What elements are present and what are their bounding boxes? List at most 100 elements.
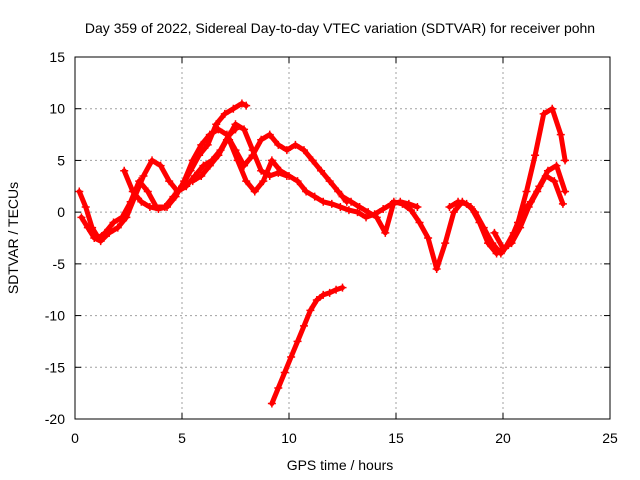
data-point xyxy=(214,151,223,160)
data-point xyxy=(120,166,129,175)
data-point xyxy=(338,192,347,201)
data-point xyxy=(105,228,114,237)
data-point xyxy=(188,177,197,186)
data-point xyxy=(325,288,334,297)
data-point xyxy=(372,213,381,222)
data-point xyxy=(338,283,347,292)
data-point xyxy=(413,202,422,211)
data-point xyxy=(265,130,274,139)
data-point xyxy=(381,228,390,237)
data-point xyxy=(541,171,550,180)
data-point xyxy=(471,208,480,217)
data-point xyxy=(347,197,356,206)
data-point xyxy=(522,187,531,196)
data-point xyxy=(242,177,251,186)
data-point xyxy=(561,156,570,165)
data-point xyxy=(353,208,362,217)
data-point xyxy=(319,290,328,299)
data-point xyxy=(139,171,148,180)
data-point xyxy=(548,104,557,113)
x-tick-label: 5 xyxy=(178,430,186,446)
data-point xyxy=(154,205,163,214)
data-point xyxy=(556,130,565,139)
data-point xyxy=(276,166,285,175)
data-point xyxy=(237,99,246,108)
data-point xyxy=(379,205,388,214)
data-point xyxy=(516,223,525,232)
x-tick-label: 15 xyxy=(388,430,404,446)
data-point xyxy=(267,156,276,165)
data-point xyxy=(137,197,146,206)
data-point xyxy=(205,161,214,170)
data-point xyxy=(287,352,296,361)
data-point xyxy=(220,109,229,118)
axis-ticks: 0 5 10 15 20 25 -20 -15 -10 -5 0 5 10 15 xyxy=(45,49,618,446)
data-point xyxy=(148,156,157,165)
data-point xyxy=(274,140,283,149)
data-point xyxy=(293,177,302,186)
data-point xyxy=(96,237,105,246)
data-point xyxy=(293,337,302,346)
data-point xyxy=(424,234,433,242)
y-tick-label: -5 xyxy=(53,256,66,272)
data-point xyxy=(280,368,289,377)
data-point xyxy=(449,208,458,217)
y-tick-label: -20 xyxy=(45,411,65,427)
data-point xyxy=(197,171,206,180)
x-tick-label: 0 xyxy=(71,430,79,446)
y-tick-label: 0 xyxy=(57,204,65,220)
data-point xyxy=(299,321,308,330)
data-point xyxy=(197,140,206,149)
data-point xyxy=(531,151,540,160)
data-point xyxy=(432,265,441,274)
data-point xyxy=(122,213,131,222)
data-point xyxy=(274,383,283,392)
data-point xyxy=(312,296,321,305)
data-point xyxy=(306,306,315,315)
y-tick-label: -10 xyxy=(45,308,65,324)
series-line xyxy=(269,285,345,406)
data-point xyxy=(77,213,86,222)
data-point xyxy=(214,125,223,134)
data-point xyxy=(334,187,343,196)
data-point xyxy=(325,177,334,186)
chart-title: Day 359 of 2022, Sidereal Day-to-day VTE… xyxy=(85,20,595,36)
data-point xyxy=(180,177,189,186)
y-axis-label: SDTVAR / TECUs xyxy=(5,182,21,294)
data-point xyxy=(539,109,548,118)
data-point xyxy=(364,208,373,217)
data-point xyxy=(242,101,251,110)
series-line xyxy=(190,121,290,184)
data-point xyxy=(533,187,542,196)
data-point xyxy=(205,130,214,139)
data-point xyxy=(250,187,259,196)
data-point xyxy=(83,223,92,232)
data-series xyxy=(75,99,570,408)
data-point xyxy=(248,146,257,155)
data-point xyxy=(165,177,174,186)
data-point xyxy=(445,202,454,211)
data-point xyxy=(327,199,336,208)
data-point xyxy=(398,199,407,208)
y-tick-label: -15 xyxy=(45,359,65,375)
data-point xyxy=(496,249,505,258)
data-point xyxy=(188,156,197,165)
data-point xyxy=(212,120,221,129)
y-tick-label: 15 xyxy=(49,49,65,65)
series-line xyxy=(447,106,568,256)
data-point xyxy=(90,234,99,242)
series-sat-b xyxy=(77,125,240,246)
x-tick-label: 25 xyxy=(602,430,618,446)
data-point xyxy=(355,202,364,211)
data-point xyxy=(231,120,240,129)
data-point xyxy=(285,171,293,180)
data-point xyxy=(310,192,319,201)
data-point xyxy=(128,187,137,196)
data-point xyxy=(507,239,516,248)
data-point xyxy=(143,187,152,196)
data-point xyxy=(267,399,276,408)
series-line xyxy=(78,126,238,244)
data-point xyxy=(299,146,308,155)
data-point xyxy=(282,146,291,155)
